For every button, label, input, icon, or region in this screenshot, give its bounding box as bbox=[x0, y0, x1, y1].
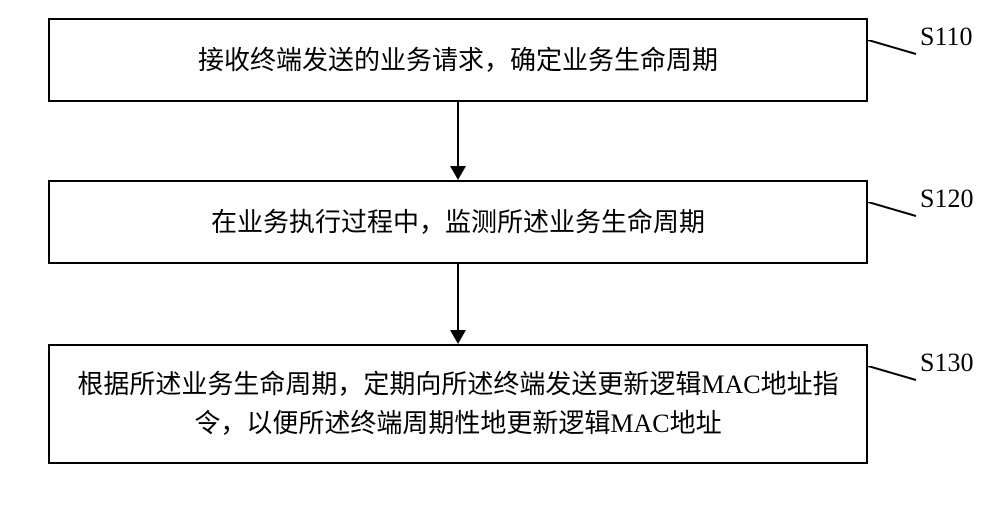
connector-2 bbox=[457, 264, 459, 332]
step-text-s110: 接收终端发送的业务请求，确定业务生命周期 bbox=[198, 41, 718, 80]
step-box-s130: 根据所述业务生命周期，定期向所述终端发送更新逻辑MAC地址指令，以便所述终端周期… bbox=[48, 344, 868, 464]
arrow-2 bbox=[450, 330, 466, 344]
step-box-s120: 在业务执行过程中，监测所述业务生命周期 bbox=[48, 180, 868, 264]
flowchart-container: 接收终端发送的业务请求，确定业务生命周期 S110 在业务执行过程中，监测所述业… bbox=[0, 0, 1000, 528]
step-label-s130: S130 bbox=[920, 348, 973, 378]
arrow-1 bbox=[450, 166, 466, 180]
step-label-s120: S120 bbox=[920, 184, 973, 214]
step-box-s110: 接收终端发送的业务请求，确定业务生命周期 bbox=[48, 18, 868, 102]
step-text-s130: 根据所述业务生命周期，定期向所述终端发送更新逻辑MAC地址指令，以便所述终端周期… bbox=[70, 365, 846, 443]
leader-s120 bbox=[868, 202, 918, 218]
leader-s110 bbox=[868, 40, 918, 56]
leader-s130 bbox=[868, 366, 918, 382]
connector-1 bbox=[457, 102, 459, 168]
step-label-s110: S110 bbox=[920, 22, 973, 52]
step-text-s120: 在业务执行过程中，监测所述业务生命周期 bbox=[211, 203, 705, 242]
